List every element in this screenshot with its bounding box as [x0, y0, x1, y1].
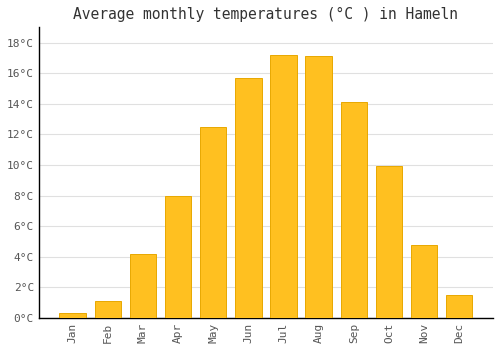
Bar: [94, 301, 121, 318]
Bar: [376, 167, 402, 318]
Bar: [340, 102, 367, 318]
Bar: [446, 295, 472, 318]
Bar: [235, 78, 262, 318]
Bar: [200, 127, 226, 318]
Bar: [270, 55, 296, 318]
Bar: [60, 313, 86, 318]
Bar: [306, 56, 332, 318]
Bar: [411, 245, 438, 318]
Bar: [130, 254, 156, 318]
Bar: [165, 196, 191, 318]
Title: Average monthly temperatures (°C ) in Hameln: Average monthly temperatures (°C ) in Ha…: [74, 7, 458, 22]
